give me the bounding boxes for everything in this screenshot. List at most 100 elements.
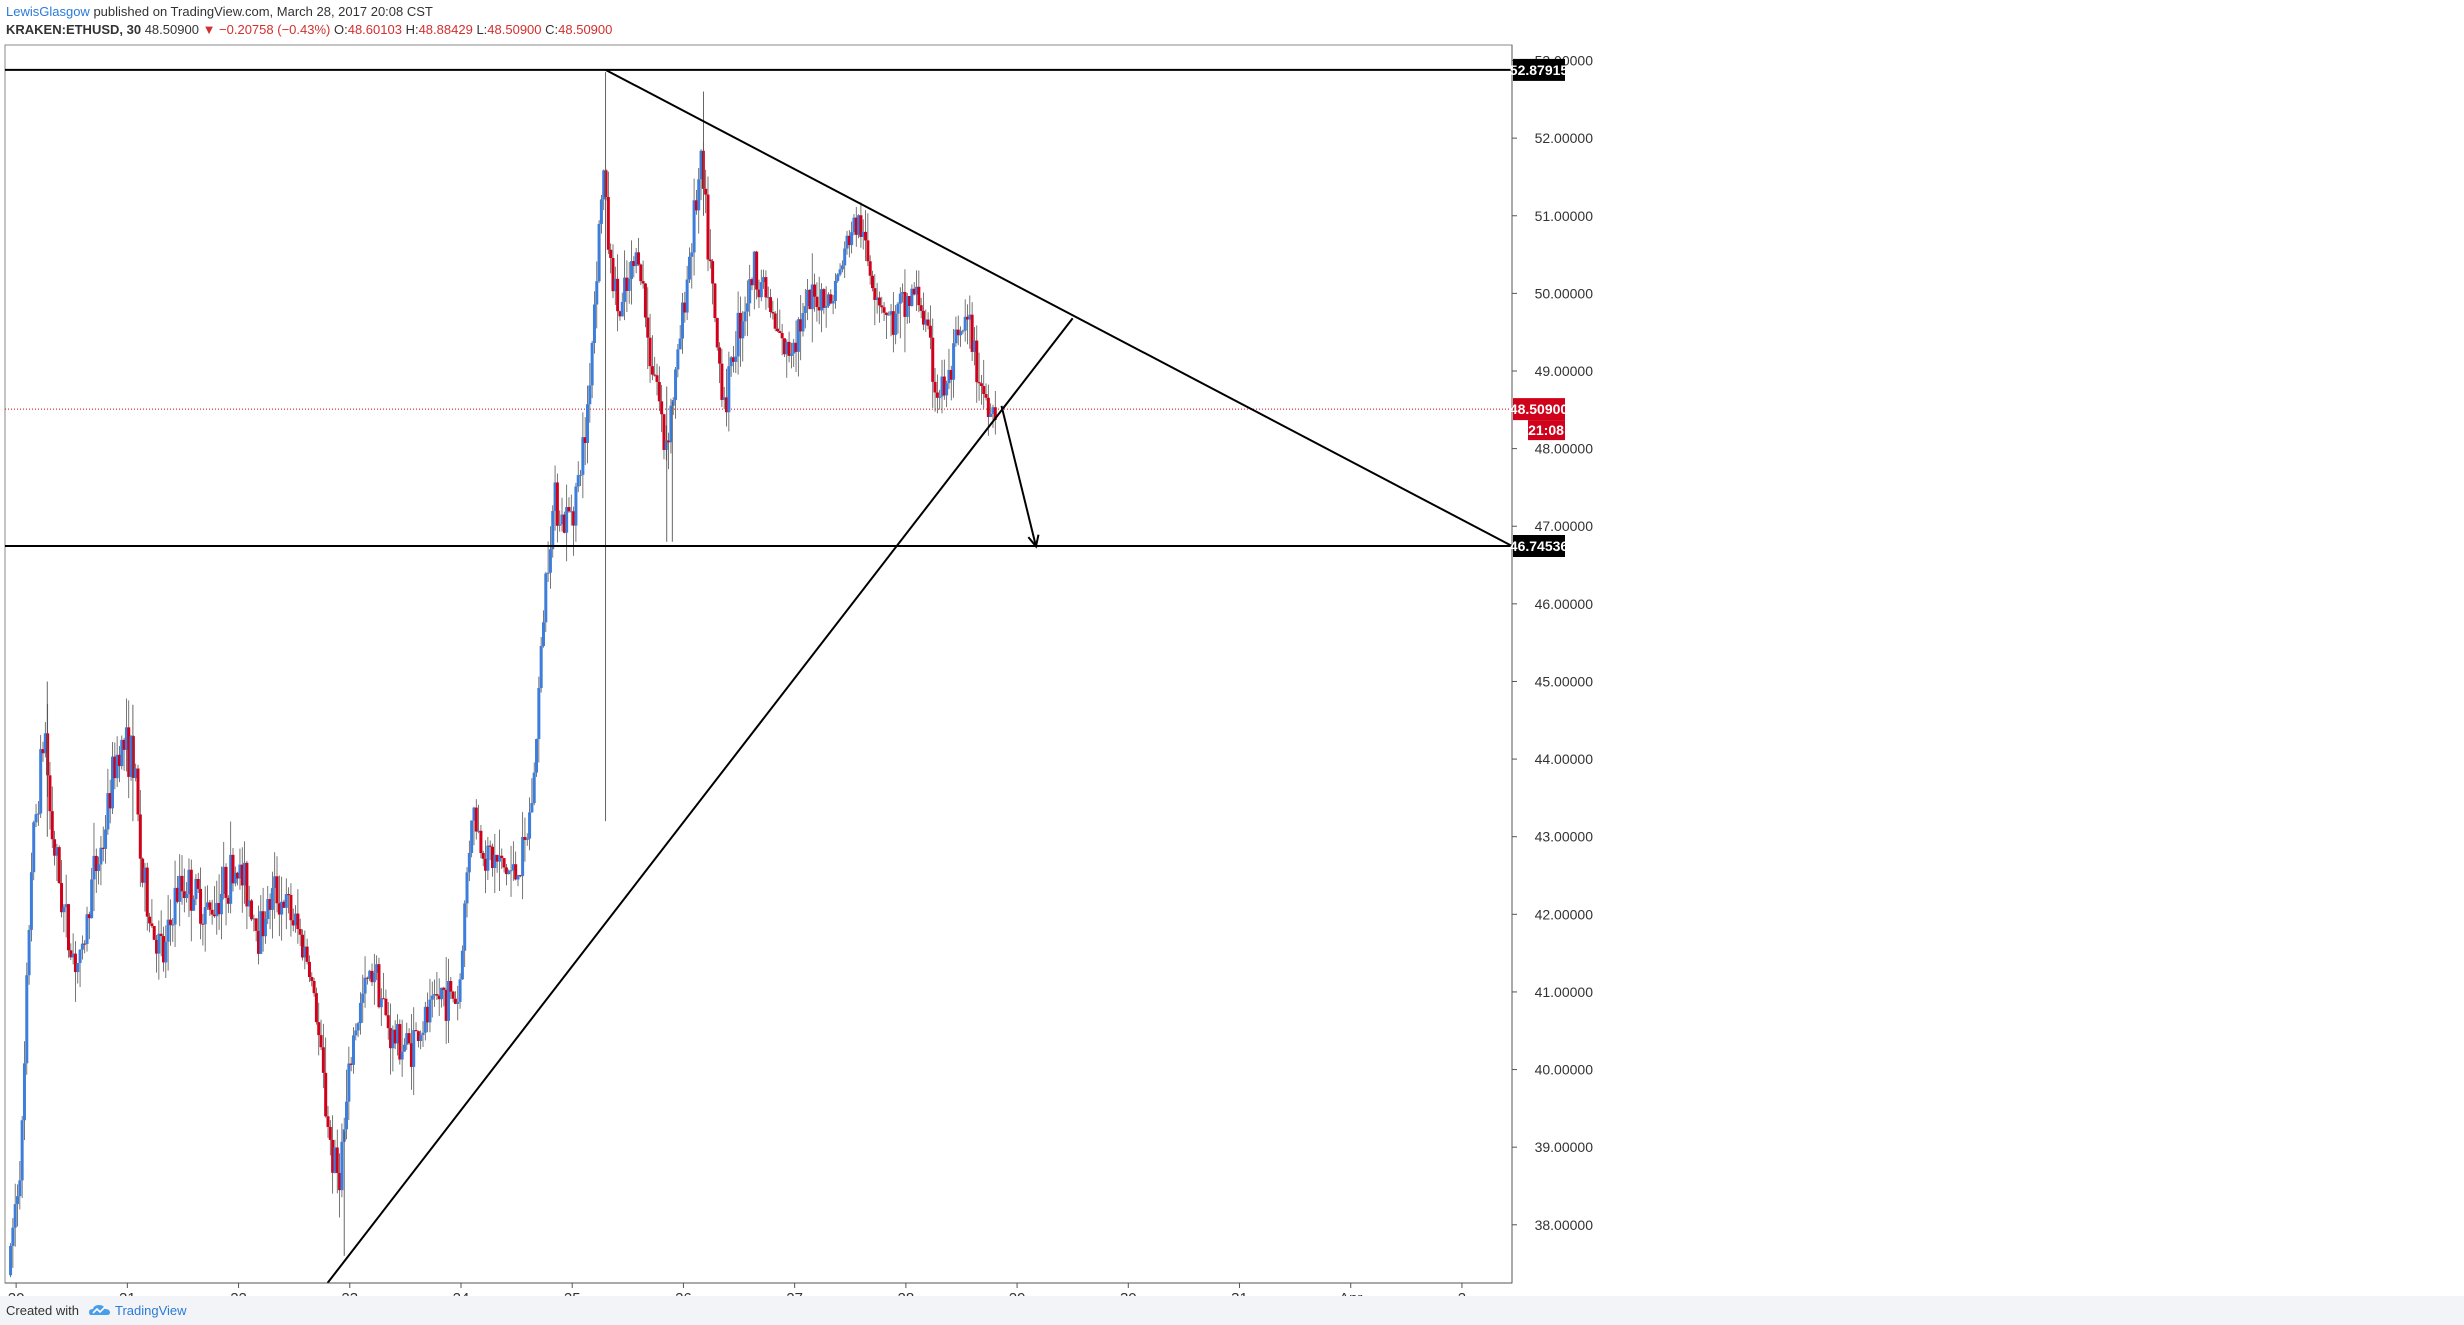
candle-down [718, 347, 722, 364]
candle-down [764, 277, 768, 298]
candle-down [986, 397, 990, 418]
candle-down [715, 318, 719, 348]
candle-up [857, 215, 861, 235]
candle-up [493, 854, 497, 869]
candle-down [873, 288, 877, 300]
candle-up [55, 847, 59, 856]
x-tick-label: 24 [453, 1290, 470, 1296]
candle-down [196, 878, 200, 889]
candle-down [250, 900, 254, 920]
trend-line[interactable] [605, 68, 1513, 547]
candle-up [590, 342, 594, 386]
candle-up [528, 812, 532, 839]
candle-down [500, 855, 504, 859]
arrow-head-icon[interactable] [1027, 534, 1040, 549]
y-tick-label: 52.00000 [1535, 130, 1594, 146]
candle-up [676, 349, 680, 370]
candle-down [931, 337, 935, 382]
candle-down [882, 307, 886, 313]
candle-down [919, 305, 923, 311]
x-tick-label: 21 [119, 1290, 136, 1296]
publish-line: LewisGlasgow published on TradingView.co… [6, 4, 433, 19]
candle-down [370, 970, 374, 983]
candle-up [477, 830, 481, 832]
candle-down [829, 294, 833, 304]
candle-down [435, 994, 439, 996]
candle-down [808, 289, 812, 310]
candle-down [725, 397, 729, 413]
drawings[interactable] [5, 68, 1513, 1284]
candle-up [333, 1147, 337, 1173]
candle-down [738, 312, 742, 339]
candle-down [245, 862, 249, 907]
candle-down [502, 858, 506, 868]
candle-down [984, 394, 988, 398]
candle-down [117, 754, 121, 767]
candle-down [912, 288, 916, 295]
ohlc-line: KRAKEN:ETHUSD, 30 48.50900 ▼ −0.20758 (−… [6, 22, 612, 37]
candle-down [426, 1006, 430, 1023]
candle-up [120, 739, 124, 767]
candle-down [208, 902, 212, 910]
candle-down [636, 252, 640, 265]
candle-up [219, 893, 223, 915]
last-price-label-text: 48.50900 [1510, 401, 1569, 417]
candle-up [620, 301, 624, 317]
publish-info: published on TradingView.com, March 28, … [93, 4, 433, 19]
candle-up [674, 369, 678, 400]
candle-up [690, 252, 694, 257]
author-link[interactable]: LewisGlasgow [6, 4, 90, 19]
candle-down [572, 511, 576, 526]
candle-down [773, 313, 777, 329]
candle-up [887, 314, 891, 316]
candle-down [141, 858, 145, 883]
candle-down [321, 1047, 325, 1073]
candle-down [53, 839, 57, 856]
candle-down [609, 249, 613, 258]
candle-up [824, 305, 828, 308]
candle-down [451, 991, 455, 999]
candle-down [83, 943, 87, 945]
candle-down [138, 814, 142, 859]
candle-up [166, 919, 170, 942]
candle-up [354, 1030, 358, 1036]
candle-up [539, 645, 543, 688]
candle-down [750, 279, 754, 286]
candle-up [959, 331, 963, 336]
candle-up [669, 405, 673, 443]
candle-up [826, 294, 830, 306]
candle-down [655, 375, 659, 382]
x-tick-label: 25 [564, 1290, 581, 1296]
candle-up [597, 223, 601, 282]
candle-up [838, 269, 842, 275]
candle-up [634, 252, 638, 267]
candle-down [562, 514, 566, 533]
candle-down [921, 310, 925, 325]
y-tick-label: 44.00000 [1535, 751, 1594, 767]
candle-down [491, 846, 495, 869]
y-tick-label: 48.00000 [1535, 441, 1594, 457]
arrow-line[interactable] [1000, 405, 1037, 547]
candle-down [175, 887, 179, 902]
candle-up [419, 1035, 423, 1041]
candle-down [236, 872, 240, 879]
candle-down [296, 913, 300, 929]
candle-up [972, 340, 976, 352]
candle-up [845, 235, 849, 249]
y-tick-label: 50.00000 [1535, 285, 1594, 301]
candle-down [917, 286, 921, 306]
y-tick-label: 47.00000 [1535, 518, 1594, 534]
candle-up [433, 994, 437, 996]
tradingview-link[interactable]: TradingView [115, 1303, 187, 1318]
candle-up [796, 319, 800, 352]
candle-down [377, 964, 381, 1008]
candle-up [671, 399, 675, 406]
candle-up [372, 972, 376, 983]
close-label: C: [545, 22, 559, 37]
trend-line[interactable] [326, 317, 1074, 1284]
price-chart[interactable]: 38.00000 39.00000 40.00000 41.00000 42.00000… [0, 40, 2464, 1296]
candle-down [706, 194, 710, 260]
candle-up [472, 807, 476, 821]
candle-up [13, 1204, 17, 1228]
candle-down [979, 383, 983, 387]
